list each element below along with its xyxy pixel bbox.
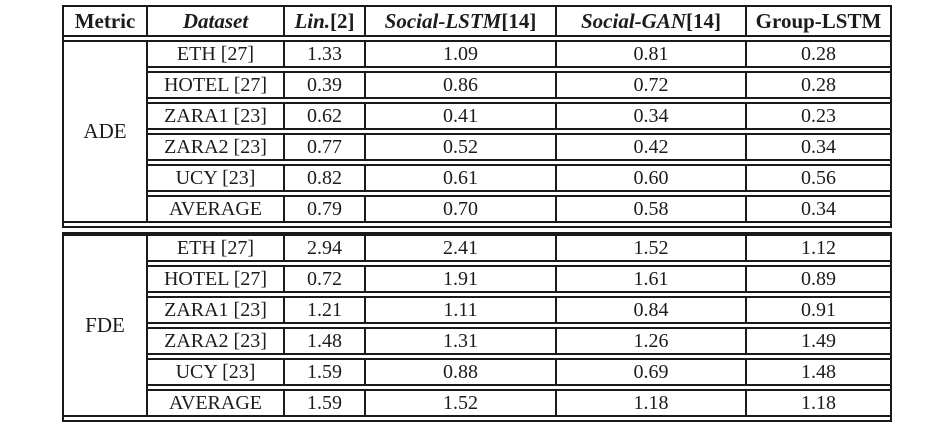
value-cell: 0.77 — [283, 135, 364, 159]
value-cell: 0.89 — [745, 267, 890, 291]
value-cell: 1.48 — [283, 329, 364, 353]
value-cell: 1.11 — [364, 298, 555, 322]
method-ref: [14] — [686, 8, 721, 33]
table-row: ZARA1 [23] 0.62 0.41 0.34 0.23 — [148, 102, 890, 130]
value-cell: 0.60 — [555, 166, 745, 190]
value-cell: 2.41 — [364, 236, 555, 260]
value-cell: 1.18 — [745, 391, 890, 415]
value-cell: 0.56 — [745, 166, 890, 190]
value-cell: 0.84 — [555, 298, 745, 322]
value-cell: 0.58 — [555, 197, 745, 221]
value-cell: 0.34 — [745, 135, 890, 159]
value-cell: 1.52 — [555, 236, 745, 260]
header-metric: Metric — [74, 8, 136, 33]
value-cell: 0.28 — [745, 73, 890, 97]
dataset-cell: ZARA2 [23] — [164, 329, 267, 352]
value-cell: 0.70 — [364, 197, 555, 221]
value-cell: 0.86 — [364, 73, 555, 97]
table-row: ZARA1 [23] 1.21 1.11 0.84 0.91 — [148, 296, 890, 324]
value-cell: 0.39 — [283, 73, 364, 97]
dataset-cell: HOTEL [27] — [163, 267, 268, 290]
ade-body: ADE ETH [27] 1.33 1.09 0.81 0.28 HOTEL [… — [64, 40, 890, 223]
table-row: UCY [23] 1.59 0.88 0.69 1.48 — [148, 358, 890, 386]
dataset-cell: AVERAGE — [169, 391, 262, 414]
method-name: Social-GAN — [581, 8, 686, 33]
method-name: Lin. — [294, 8, 331, 33]
table-row: AVERAGE 1.59 1.52 1.18 1.18 — [148, 389, 890, 417]
value-cell: 0.81 — [555, 42, 745, 66]
value-cell: 1.48 — [745, 360, 890, 384]
header-method-social-gan: Social-GAN [14] — [555, 7, 745, 35]
header-dataset: Dataset — [146, 7, 283, 35]
value-cell: 0.41 — [364, 104, 555, 128]
value-cell: 0.91 — [745, 298, 890, 322]
fde-body: FDE ETH [27] 2.94 2.41 1.52 1.12 HOTEL [… — [64, 234, 890, 417]
value-cell: 1.59 — [283, 391, 364, 415]
value-cell: 0.52 — [364, 135, 555, 159]
method-ref: [2] — [330, 8, 355, 33]
metric-label-fde: FDE — [64, 234, 148, 417]
value-cell: 2.94 — [283, 236, 364, 260]
table-row: ZARA2 [23] 1.48 1.31 1.26 1.49 — [148, 327, 890, 355]
value-cell: 1.61 — [555, 267, 745, 291]
fde-rows: ETH [27] 2.94 2.41 1.52 1.12 HOTEL [27] … — [148, 234, 890, 417]
ade-table-block: Metric Dataset Lin. [2] Social-LSTM [14] S… — [62, 5, 892, 228]
value-cell: 1.26 — [555, 329, 745, 353]
dataset-cell: ZARA1 [23] — [164, 298, 267, 321]
value-cell: 1.91 — [364, 267, 555, 291]
value-cell: 0.61 — [364, 166, 555, 190]
dataset-cell: ETH [27] — [176, 42, 255, 65]
header-method-lin: Lin. [2] — [283, 7, 364, 35]
method-name: Social-LSTM — [384, 8, 502, 33]
value-cell: 0.28 — [745, 42, 890, 66]
table-row: UCY [23] 0.82 0.61 0.60 0.56 — [148, 164, 890, 192]
value-cell: 0.88 — [364, 360, 555, 384]
value-cell: 1.12 — [745, 236, 890, 260]
value-cell: 0.62 — [283, 104, 364, 128]
dataset-cell: UCY [23] — [175, 166, 256, 189]
header-dataset-label: Dataset — [182, 8, 249, 33]
value-cell: 0.72 — [283, 267, 364, 291]
method-name: Group-LSTM — [755, 8, 882, 33]
value-cell: 1.49 — [745, 329, 890, 353]
header-method-social-lstm: Social-LSTM [14] — [364, 7, 555, 35]
metric-label-ade: ADE — [64, 40, 148, 223]
table-row: ETH [27] 2.94 2.41 1.52 1.12 — [148, 234, 890, 262]
dataset-cell: AVERAGE — [169, 197, 262, 220]
dataset-cell: UCY [23] — [175, 360, 256, 383]
value-cell: 1.33 — [283, 42, 364, 66]
table-row: ETH [27] 1.33 1.09 0.81 0.28 — [148, 40, 890, 68]
value-cell: 0.34 — [745, 197, 890, 221]
value-cell: 1.59 — [283, 360, 364, 384]
table-header-row: Metric Dataset Lin. [2] Social-LSTM [14] S… — [64, 7, 890, 37]
header-method-group-lstm: Group-LSTM — [745, 7, 890, 35]
method-ref: [14] — [501, 8, 537, 33]
value-cell: 0.79 — [283, 197, 364, 221]
value-cell: 0.69 — [555, 360, 745, 384]
value-cell: 0.42 — [555, 135, 745, 159]
dataset-cell: ZARA1 [23] — [164, 104, 267, 127]
value-cell: 0.34 — [555, 104, 745, 128]
table-row: HOTEL [27] 0.72 1.91 1.61 0.89 — [148, 265, 890, 293]
value-cell: 0.23 — [745, 104, 890, 128]
value-cell: 1.31 — [364, 329, 555, 353]
value-cell: 1.09 — [364, 42, 555, 66]
dataset-cell: HOTEL [27] — [163, 73, 268, 96]
value-cell: 0.82 — [283, 166, 364, 190]
value-cell: 0.72 — [555, 73, 745, 97]
table-row: HOTEL [27] 0.39 0.86 0.72 0.28 — [148, 71, 890, 99]
fde-table-block: FDE ETH [27] 2.94 2.41 1.52 1.12 HOTEL [… — [62, 232, 892, 422]
benchmark-results-table: Metric Dataset Lin. [2] Social-LSTM [14] S… — [62, 5, 892, 422]
ade-rows: ETH [27] 1.33 1.09 0.81 0.28 HOTEL [27] … — [148, 40, 890, 223]
table-row: ZARA2 [23] 0.77 0.52 0.42 0.34 — [148, 133, 890, 161]
dataset-cell: ZARA2 [23] — [164, 135, 267, 158]
value-cell: 1.21 — [283, 298, 364, 322]
value-cell: 1.52 — [364, 391, 555, 415]
table-row: AVERAGE 0.79 0.70 0.58 0.34 — [148, 195, 890, 223]
value-cell: 1.18 — [555, 391, 745, 415]
dataset-cell: ETH [27] — [176, 236, 255, 259]
